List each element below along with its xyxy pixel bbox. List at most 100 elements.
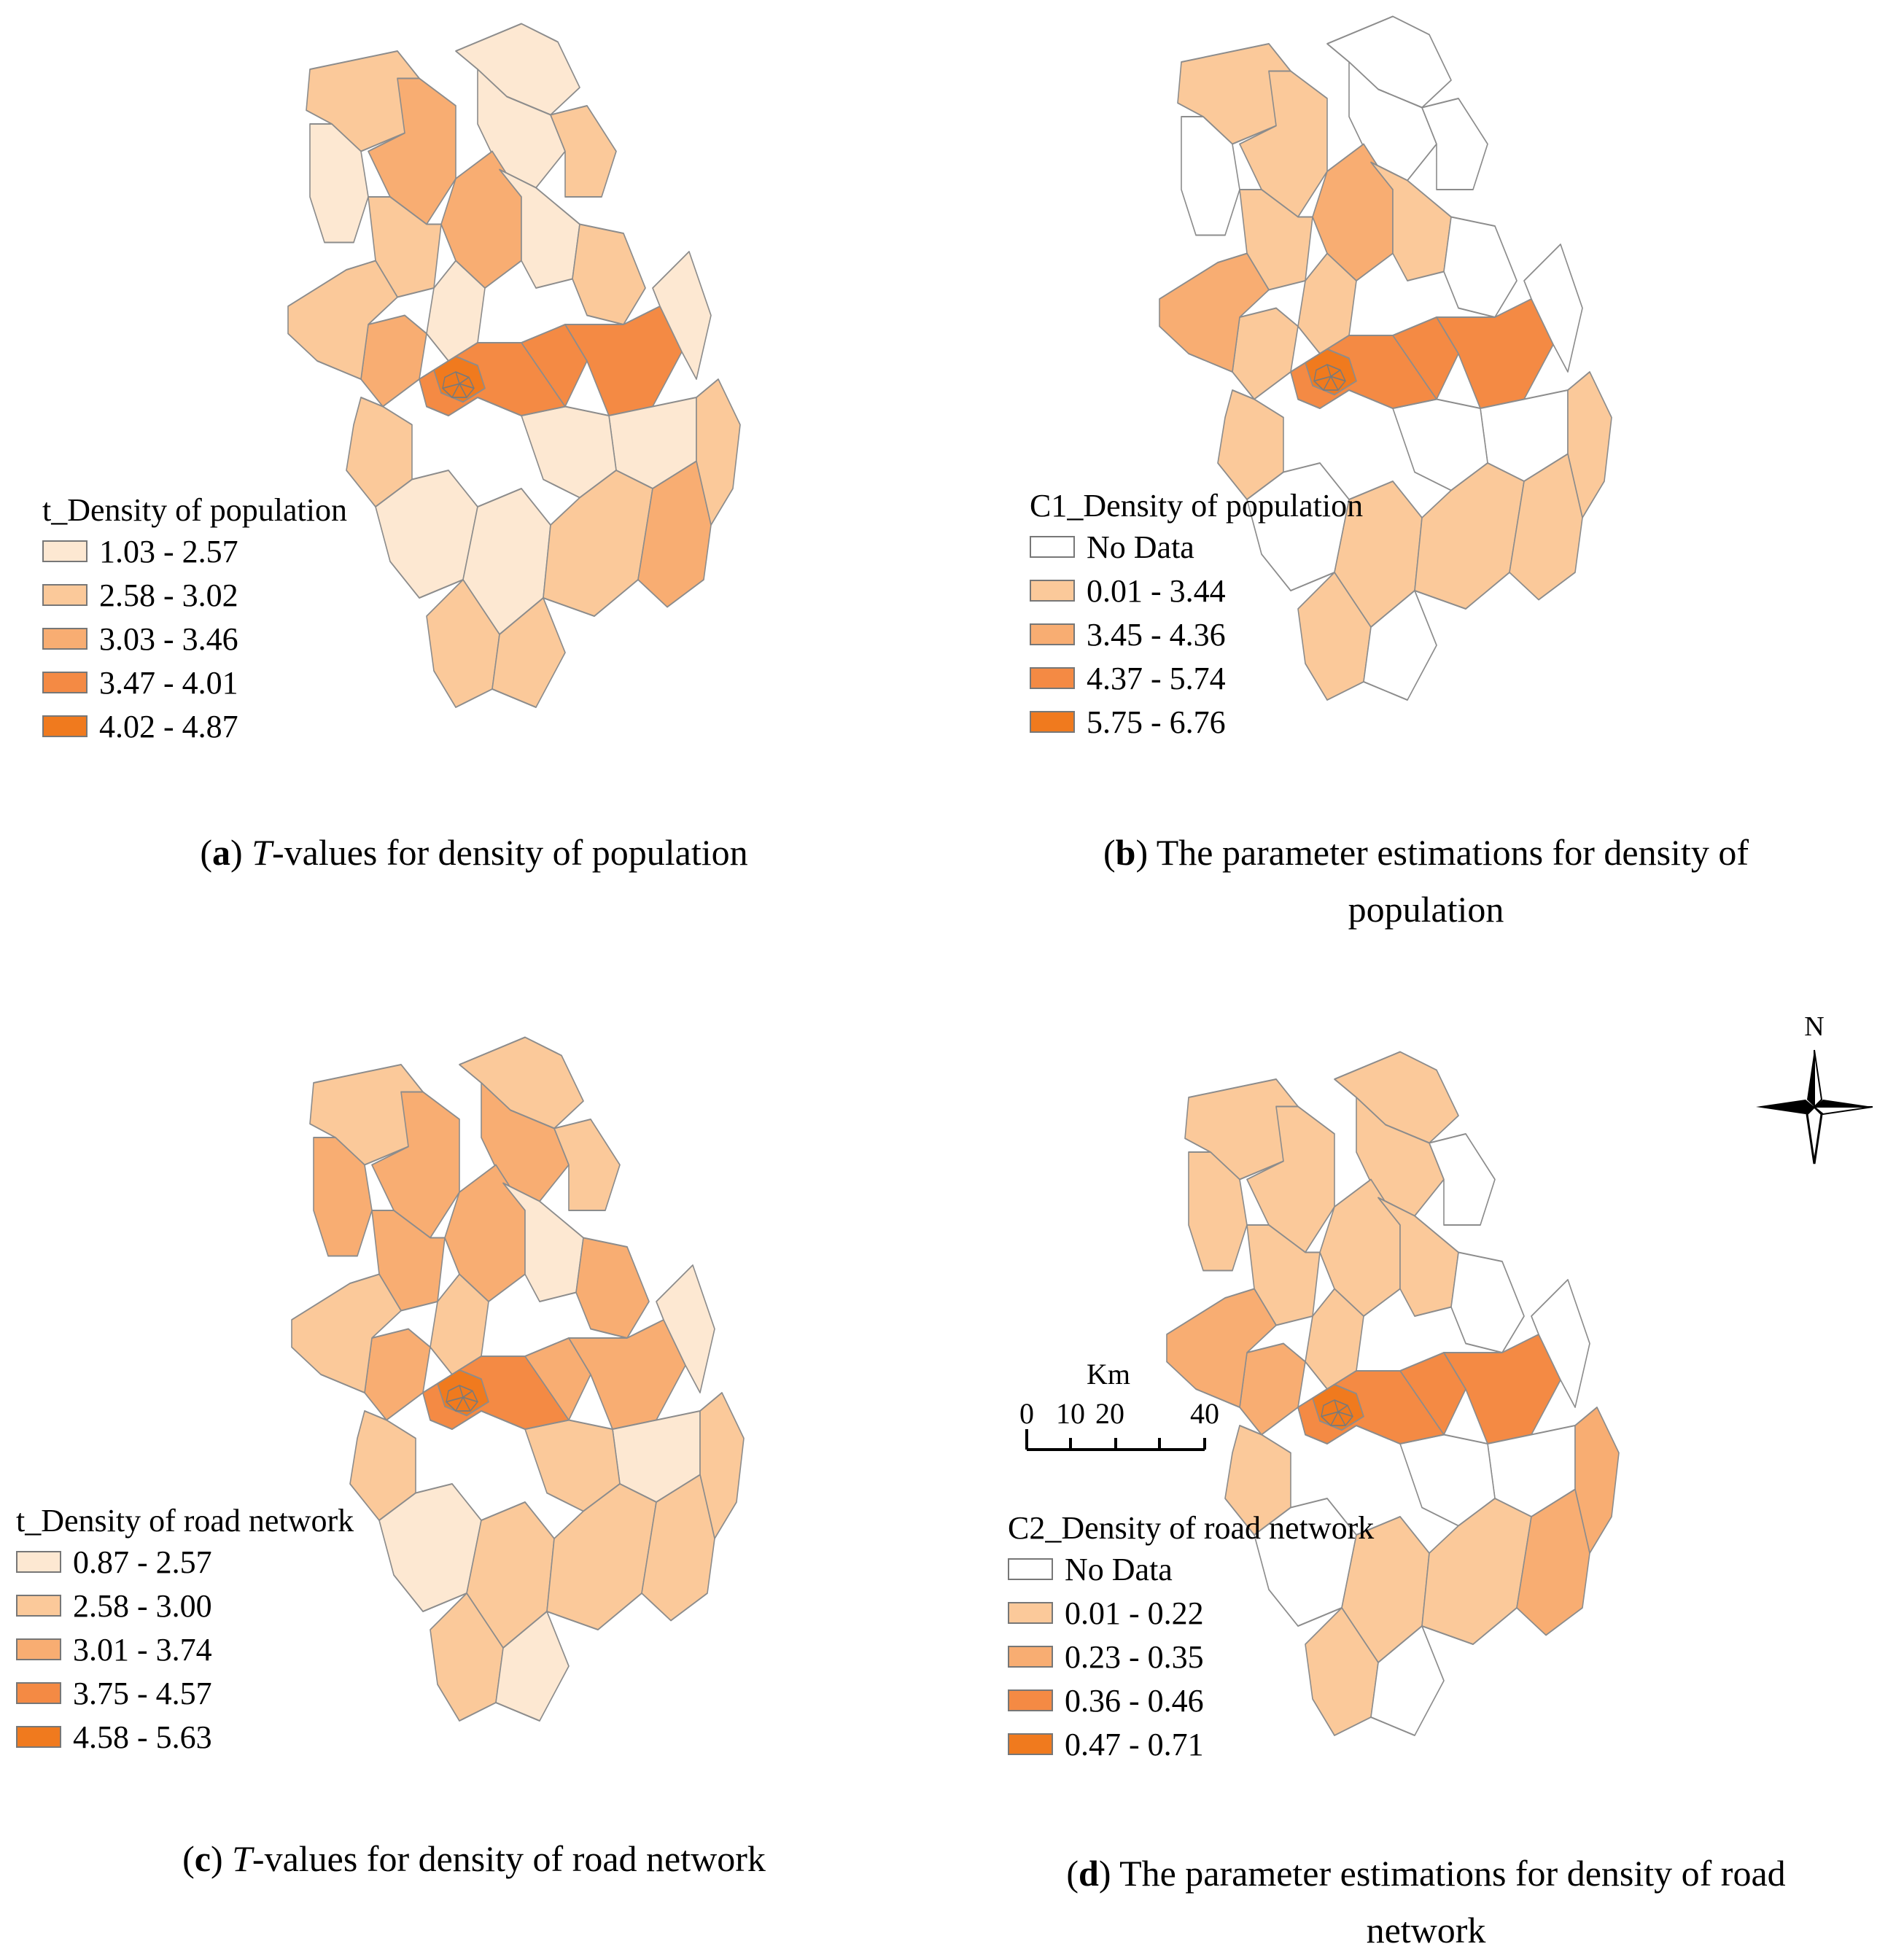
district-region — [287, 260, 398, 380]
district-region — [495, 1611, 570, 1722]
legend-label: 3.47 - 4.01 — [99, 664, 238, 701]
legend-item: 0.23 - 0.35 — [1008, 1635, 1374, 1679]
legend-swatch — [1008, 1602, 1053, 1624]
legend-swatch — [1030, 536, 1075, 558]
legend-label: No Data — [1065, 1551, 1173, 1587]
legend-swatch — [42, 715, 88, 737]
legend-swatch — [1030, 580, 1075, 602]
legend-c: t_Density of road network 0.87 - 2.57 2.5… — [16, 1502, 354, 1759]
scale-tick-40: 40 — [1190, 1397, 1219, 1430]
caption-text-line2: network — [1366, 1910, 1486, 1951]
legend-b: C1_Density of population No Data 0.01 - 3… — [1030, 487, 1363, 744]
caption-text: The parameter estimations for density of… — [1119, 1853, 1786, 1894]
legend-item: 3.03 - 3.46 — [42, 617, 347, 661]
legend-swatch — [42, 672, 88, 693]
scale-tick-20: 20 — [1095, 1397, 1124, 1430]
map-d — [1166, 1051, 1620, 1736]
map-regions — [1166, 1051, 1620, 1736]
legend-label: 0.87 - 2.57 — [73, 1544, 212, 1580]
legend-swatch — [16, 1638, 61, 1660]
district-region — [656, 1264, 715, 1393]
district-region — [1239, 1342, 1306, 1436]
legend-item: 2.58 - 3.00 — [16, 1584, 354, 1628]
district-region — [1436, 298, 1554, 409]
legend-label: 4.58 - 5.63 — [73, 1719, 212, 1755]
legend-label: 0.36 - 0.46 — [1065, 1682, 1204, 1719]
caption-letter: b — [1115, 832, 1136, 873]
legend-label: 0.01 - 0.22 — [1065, 1595, 1204, 1631]
panel-a: t_Density of population 1.03 - 2.57 2.58 … — [0, 0, 948, 904]
legend-swatch — [16, 1726, 61, 1748]
scale-tick-0: 0 — [1019, 1397, 1034, 1430]
caption-letter: d — [1079, 1853, 1099, 1894]
legend-label: 4.02 - 4.87 — [99, 708, 238, 744]
district-region — [1421, 98, 1488, 190]
district-region — [1450, 1251, 1525, 1353]
legend-swatch — [1008, 1558, 1053, 1580]
legend-item: 3.45 - 4.36 — [1030, 612, 1363, 656]
legend-label: 1.03 - 2.57 — [99, 533, 238, 569]
district-region — [440, 150, 522, 289]
caption-letter: a — [212, 832, 231, 873]
district-region — [568, 1319, 686, 1430]
district-region — [1421, 1498, 1532, 1645]
district-region — [378, 1483, 482, 1612]
district-region — [564, 306, 683, 416]
district-region — [637, 460, 712, 608]
legend-label: 0.23 - 0.35 — [1065, 1638, 1204, 1675]
legend-label: 0.01 - 3.44 — [1087, 572, 1226, 609]
district-region — [1159, 252, 1270, 373]
legend-swatch — [1030, 623, 1075, 645]
panel-b: C1_Density of population No Data 0.01 - 3… — [948, 0, 1904, 948]
scale-bar: Km 0 10 20 40 — [1014, 1356, 1232, 1466]
district-region — [1348, 61, 1437, 182]
legend-item: 0.01 - 3.44 — [1030, 569, 1363, 612]
district-region — [291, 1273, 402, 1393]
district-region — [546, 1483, 657, 1630]
district-region — [313, 1137, 373, 1257]
district-region — [575, 1237, 650, 1339]
city-boundary — [1313, 376, 1346, 382]
caption-letter: c — [194, 1838, 211, 1879]
city-boundary — [1321, 1399, 1353, 1426]
legend-item: 4.58 - 5.63 — [16, 1715, 354, 1759]
district-region — [1188, 1151, 1248, 1272]
district-region — [1378, 1197, 1459, 1317]
caption-text-line2: population — [1348, 889, 1504, 930]
district-region — [502, 1182, 584, 1302]
district-region — [1181, 116, 1240, 236]
legend-label: 0.47 - 0.71 — [1065, 1726, 1204, 1762]
district-region — [375, 470, 478, 599]
legend-item: No Data — [1008, 1547, 1374, 1591]
legend-item: 2.58 - 3.02 — [42, 573, 347, 617]
district-region — [553, 1119, 621, 1211]
district-region — [477, 69, 566, 189]
district-region — [491, 597, 566, 708]
legend-label: 3.45 - 4.36 — [1087, 616, 1226, 653]
map-a — [287, 23, 741, 708]
city-boundary — [442, 371, 475, 398]
legend-item: 0.36 - 0.46 — [1008, 1679, 1374, 1722]
caption-text: The parameter estimations for density of — [1156, 832, 1749, 873]
district-region — [499, 168, 580, 289]
legend-label: 3.03 - 3.46 — [99, 621, 238, 657]
legend-rows: 1.03 - 2.57 2.58 - 3.02 3.03 - 3.46 3.47 - … — [42, 529, 347, 748]
legend-swatch — [1008, 1733, 1053, 1755]
legend-item: 4.02 - 4.87 — [42, 704, 347, 748]
city-boundary — [446, 1385, 478, 1412]
panel-c: t_Density of road network 0.87 - 2.57 2.5… — [0, 1006, 948, 1910]
legend-label: 4.37 - 5.74 — [1087, 660, 1226, 696]
north-label: N — [1804, 1011, 1824, 1042]
legend-rows: No Data 0.01 - 3.44 3.45 - 4.36 4.37 - 5.74… — [1030, 525, 1363, 744]
district-region — [1443, 1334, 1561, 1444]
legend-rows: 0.87 - 2.57 2.58 - 3.00 3.01 - 3.74 3.75 - … — [16, 1540, 354, 1759]
map-regions — [287, 23, 741, 708]
district-region — [1523, 244, 1583, 373]
district-region — [444, 1164, 526, 1302]
legend-item: 3.47 - 4.01 — [42, 661, 347, 704]
legend-item: 3.01 - 3.74 — [16, 1628, 354, 1671]
scale-tick-10: 10 — [1056, 1397, 1085, 1430]
district-region — [550, 105, 617, 198]
legend-swatch — [16, 1595, 61, 1617]
caption-text: -values for density of population — [271, 832, 748, 873]
